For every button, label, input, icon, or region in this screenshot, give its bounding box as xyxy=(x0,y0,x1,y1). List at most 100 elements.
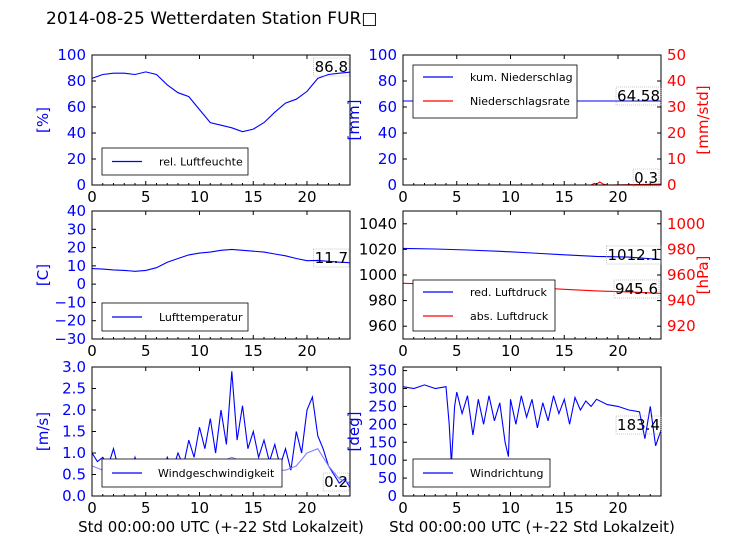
x-tick-label: 20 xyxy=(297,342,316,360)
x-tick-label: 15 xyxy=(555,499,574,517)
legend-box xyxy=(412,64,578,119)
x-tick-label: 15 xyxy=(244,499,263,517)
x-tick-label: 15 xyxy=(555,342,574,360)
temperature-panel: 0 5 10 15 20−30−20−10010203040[C]Lufttempera… xyxy=(34,202,351,360)
series-line-0 xyxy=(91,248,351,272)
y-tick-label: 200 xyxy=(368,415,397,433)
y-tick-label: 0 xyxy=(387,176,397,194)
y-tick-label: 150 xyxy=(368,433,397,451)
figure-title: 2014-08-25 Wetterdaten Station FUR□ xyxy=(46,9,378,29)
legend-label: Lufttemperatur xyxy=(159,311,243,324)
y-axis-label: [deg] xyxy=(345,412,363,452)
x-tick-label: 5 xyxy=(141,188,151,206)
y2-tick-label: 10 xyxy=(667,150,686,168)
legend-label: Niederschlagsrate xyxy=(470,95,570,108)
y-tick-label: 100 xyxy=(368,451,397,469)
current-value-label: 64.58 xyxy=(617,87,660,105)
humidity-panel: 0 5 10 15 20 0 20 40 60 80 100 [%] rel. Luftfeuchte 8… xyxy=(34,46,351,206)
y2-tick-label: 1000 xyxy=(667,215,705,233)
y-tick-label: 1.0 xyxy=(62,444,86,462)
y-tick-label: 980 xyxy=(368,292,397,310)
y2-tick-label: 920 xyxy=(667,317,696,335)
y-tick-label: 80 xyxy=(378,72,397,90)
x-tick-label: 10 xyxy=(190,499,209,517)
x-tick-label: 20 xyxy=(608,188,627,206)
y-tick-label: 1020 xyxy=(359,240,397,258)
y-tick-label: 50 xyxy=(378,469,397,487)
x-tick-label: 10 xyxy=(501,188,520,206)
x-tick-label: 15 xyxy=(555,188,574,206)
current-value-label: 183.4 xyxy=(617,416,660,434)
x-tick-label: 0 xyxy=(398,342,408,360)
x-tick-label: 20 xyxy=(608,342,627,360)
x-tick-label: 5 xyxy=(452,188,462,206)
y-tick-label: 100 xyxy=(57,46,86,64)
x-tick-label: 10 xyxy=(190,188,209,206)
x-tick-label: 20 xyxy=(608,499,627,517)
x-tick-label: 15 xyxy=(244,342,263,360)
y-axis-label: [%] xyxy=(34,107,52,133)
legend-label: kum. Niederschlag xyxy=(470,71,573,84)
series-line-0 xyxy=(402,247,662,261)
y-tick-label: 1.5 xyxy=(62,423,86,441)
precipitation-panel: 0 5 10 15 20 0 20 40 60 80 100 0 10 20 30 40 50 [mm] [mm/s… xyxy=(345,46,712,206)
x-tick-label: 5 xyxy=(452,342,462,360)
y-tick-label: 0 xyxy=(76,176,86,194)
y-tick-label: 10 xyxy=(67,257,86,275)
x-tick-label: 5 xyxy=(141,342,151,360)
legend-label: rel. Luftfeuchte xyxy=(159,156,243,169)
y-tick-label: −30 xyxy=(54,330,86,348)
y-tick-label: 1040 xyxy=(359,215,397,233)
y-tick-label: 100 xyxy=(368,46,397,64)
y-axis-label: [mm] xyxy=(345,100,363,141)
y-tick-label: 3.0 xyxy=(62,358,86,376)
y-tick-label: 1000 xyxy=(359,266,397,284)
current-value-frame xyxy=(632,168,660,188)
y2-tick-label: 940 xyxy=(667,292,696,310)
y2-tick-label: 50 xyxy=(667,46,686,64)
pressure-panel: 0 5 10 15 20 960 980 1000 1020 1040 920 940 960 980 10… xyxy=(359,210,712,360)
current-value-frame xyxy=(322,472,350,492)
y-tick-label: 0 xyxy=(76,275,86,293)
y2-tick-label: 40 xyxy=(667,72,686,90)
y-tick-label: 80 xyxy=(67,72,86,90)
legend-label: Windrichtung xyxy=(470,467,543,480)
y-tick-label: 2.0 xyxy=(62,401,86,419)
y-axis-label: [m/s] xyxy=(34,412,52,451)
y-tick-label: 60 xyxy=(67,98,86,116)
x-tick-label: 0 xyxy=(87,499,97,517)
x-tick-label: 0 xyxy=(398,188,408,206)
y-tick-label: 300 xyxy=(368,380,397,398)
legend-box xyxy=(101,302,249,332)
y-tick-label: 20 xyxy=(378,150,397,168)
current-value-label: 0.2 xyxy=(324,473,348,491)
y-tick-label: 0.5 xyxy=(62,466,86,484)
y-tick-label: 960 xyxy=(368,317,397,335)
y2-axis-label: [hPa] xyxy=(694,256,712,295)
current-value-frame xyxy=(313,57,350,77)
series-line-0 xyxy=(91,371,351,488)
current-value-frame xyxy=(615,415,662,435)
current-value-frame xyxy=(313,248,350,268)
x-tick-label: 10 xyxy=(501,342,520,360)
y2-tick-label: 20 xyxy=(667,124,686,142)
current-value-frame xyxy=(613,279,660,299)
x-tick-label: 15 xyxy=(244,188,263,206)
x-axis-label: Std 00:00:00 UTC (+-22 Std Lokalzeit) xyxy=(389,518,675,536)
x-tick-label: 0 xyxy=(398,499,408,517)
y-tick-label: 2.5 xyxy=(62,380,86,398)
x-tick-label: 20 xyxy=(297,499,316,517)
legend-label: Windgeschwindigkeit xyxy=(158,467,275,480)
y-tick-label: 40 xyxy=(67,124,86,142)
current-value-label: 86.8 xyxy=(315,58,348,76)
y-tick-label: 0 xyxy=(387,487,397,505)
x-tick-label: 20 xyxy=(297,188,316,206)
y-tick-label: 20 xyxy=(67,150,86,168)
current-value-label: 11.7 xyxy=(315,249,348,267)
current-value-label: 0.3 xyxy=(634,169,658,187)
y-tick-label: 60 xyxy=(378,98,397,116)
y-tick-label: 30 xyxy=(67,220,86,238)
y-tick-label: 40 xyxy=(378,124,397,142)
